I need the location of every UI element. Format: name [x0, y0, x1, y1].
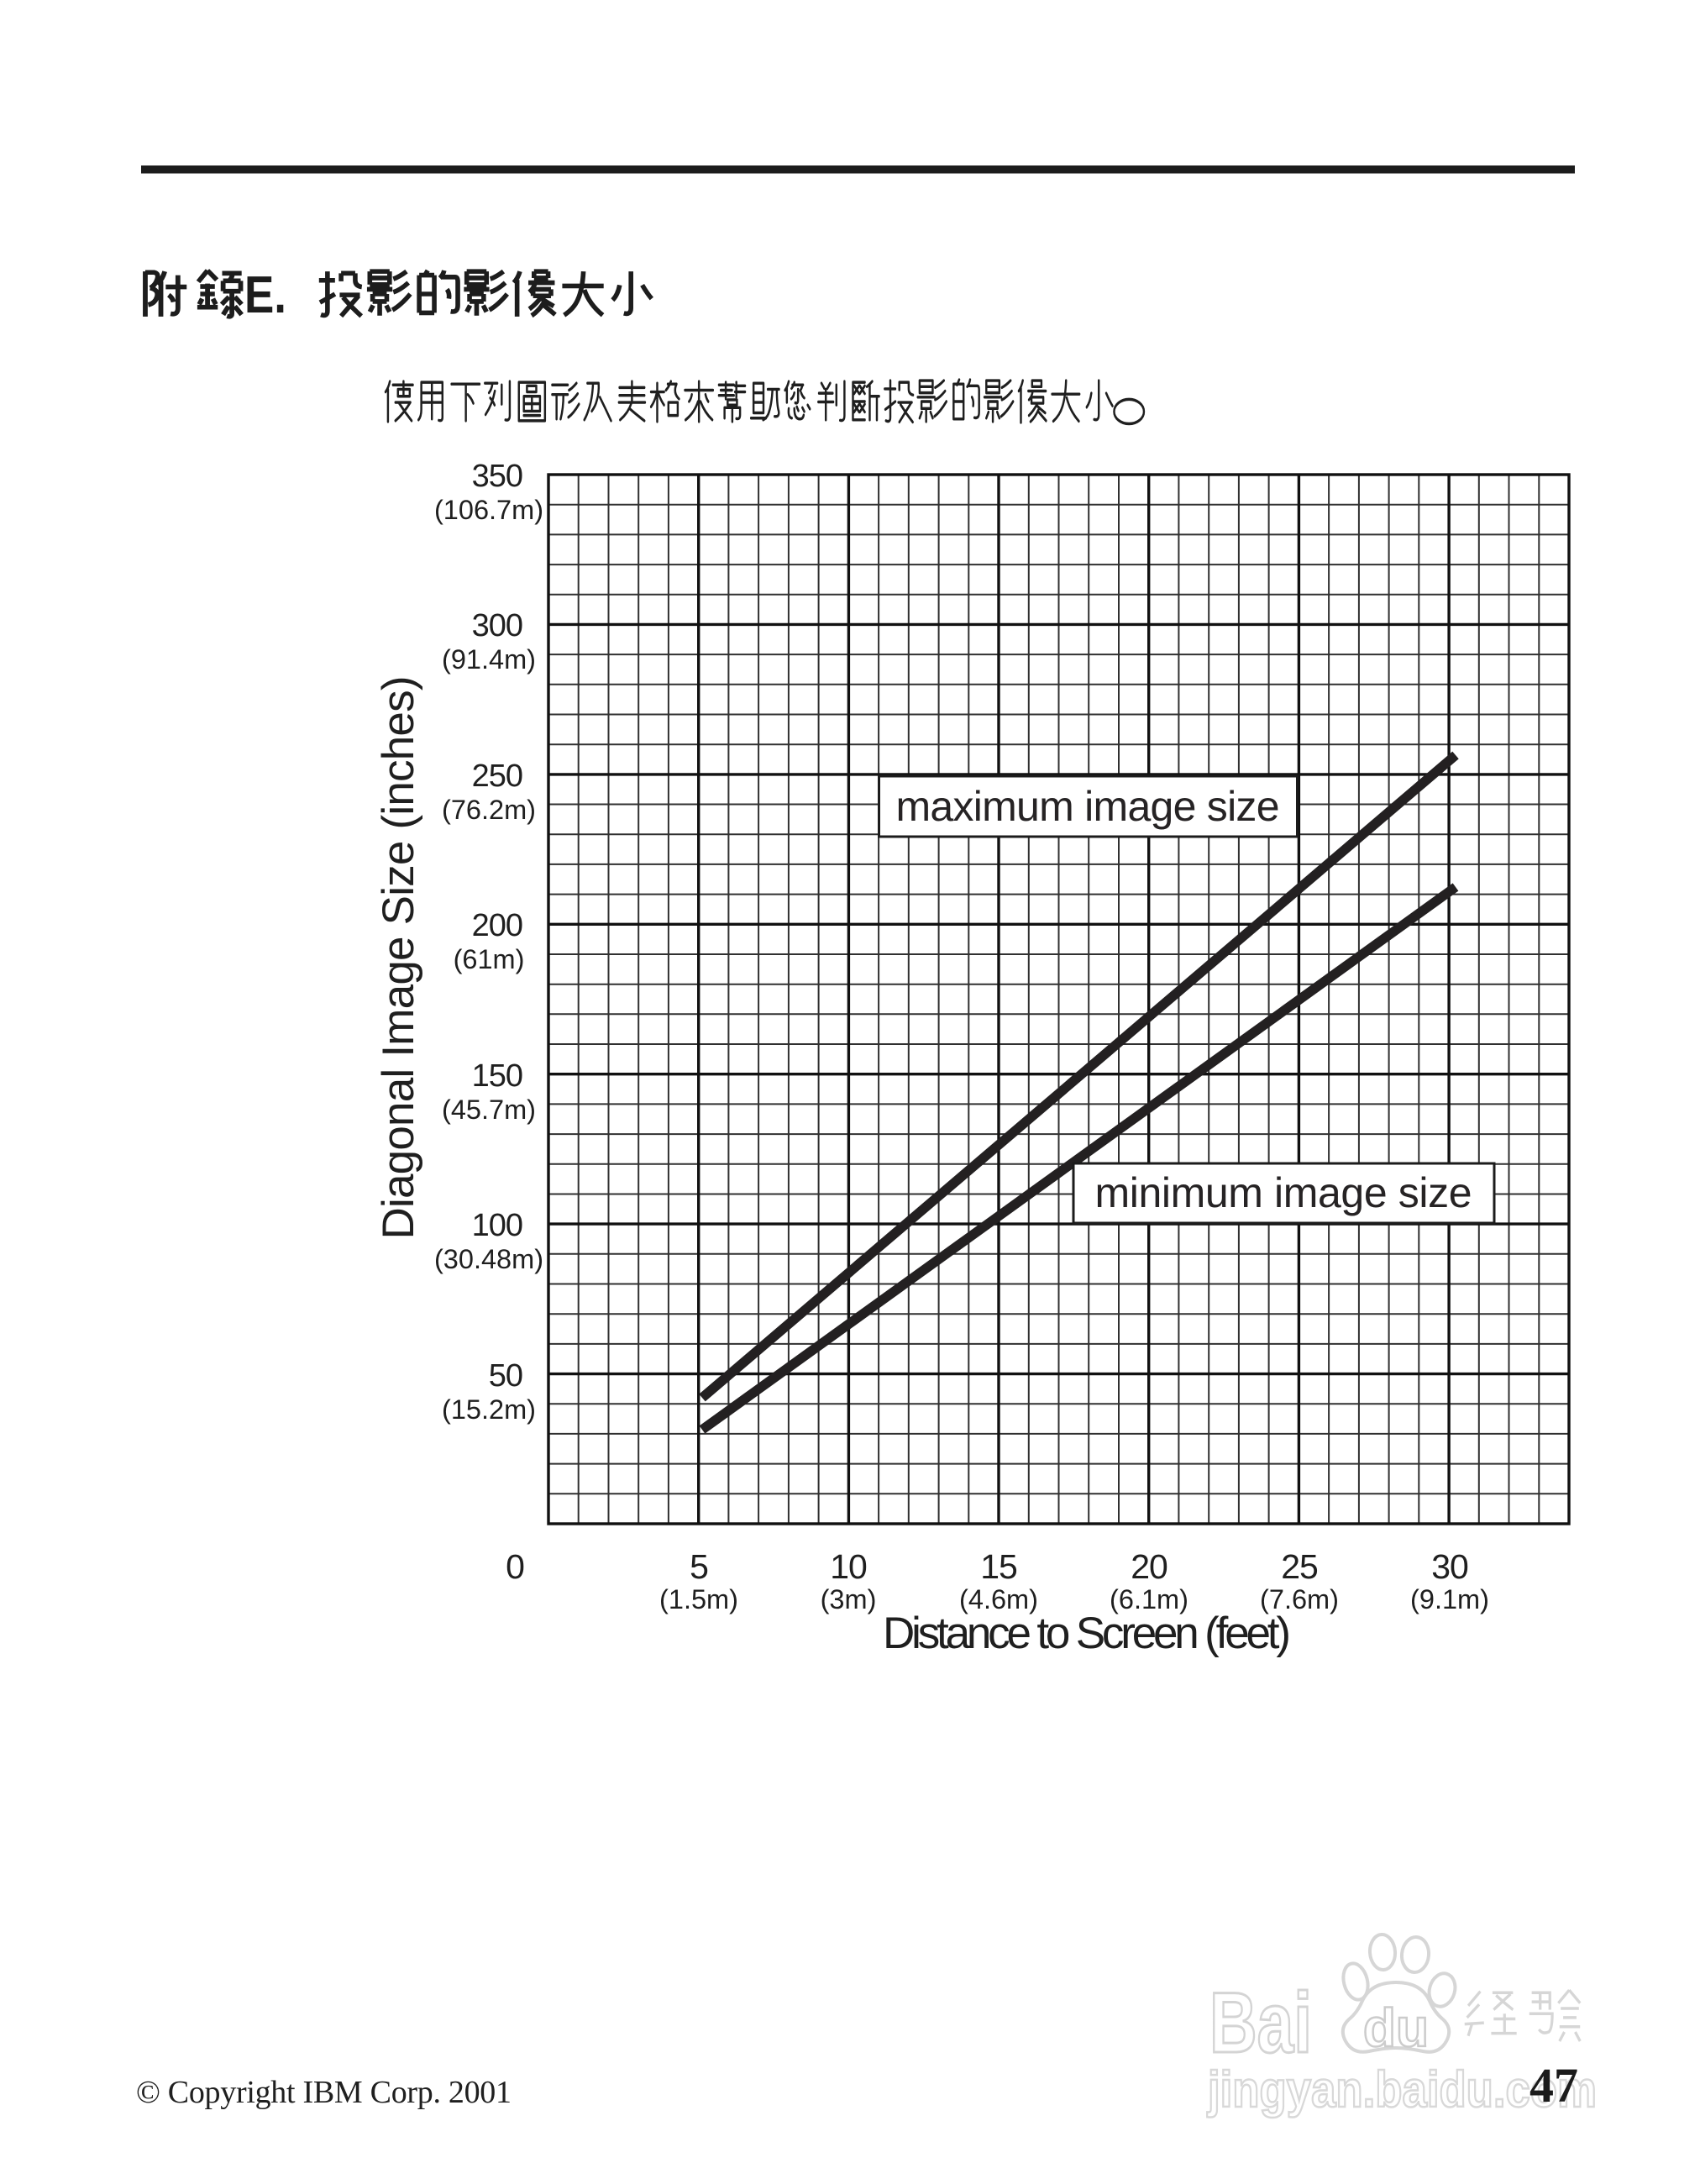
- svg-text:(4.6m): (4.6m): [959, 1584, 1038, 1614]
- svg-text:E.: E.: [244, 266, 286, 324]
- svg-text:(30.48m): (30.48m): [434, 1244, 543, 1274]
- svg-text:Distance to Screen (feet): Distance to Screen (feet): [883, 1609, 1291, 1658]
- svg-text:5: 5: [690, 1547, 708, 1586]
- svg-text:100: 100: [472, 1208, 522, 1243]
- svg-text:(15.2m): (15.2m): [442, 1394, 536, 1425]
- svg-text:maximum image size: maximum image size: [896, 783, 1280, 830]
- svg-text:10: 10: [830, 1547, 867, 1586]
- svg-text:(7.6m): (7.6m): [1260, 1584, 1339, 1614]
- svg-text:(91.4m): (91.4m): [442, 644, 536, 675]
- svg-text:minimum image size: minimum image size: [1095, 1169, 1472, 1216]
- svg-text:Bai: Bai: [1209, 1975, 1312, 2071]
- svg-text:200: 200: [472, 908, 522, 943]
- svg-text:(61m): (61m): [454, 944, 525, 974]
- svg-text:jingyan.baidu.com: jingyan.baidu.com: [1207, 2061, 1597, 2118]
- svg-text:300: 300: [472, 608, 522, 643]
- svg-text:20: 20: [1131, 1547, 1167, 1586]
- svg-text:© Copyright IBM Corp. 2001: © Copyright IBM Corp. 2001: [136, 2075, 512, 2110]
- svg-text:50: 50: [489, 1358, 522, 1394]
- svg-text:Diagonal Image Size (inches): Diagonal Image Size (inches): [374, 676, 423, 1240]
- svg-text:25: 25: [1281, 1547, 1318, 1586]
- svg-text:(45.7m): (45.7m): [442, 1095, 536, 1125]
- svg-text:0: 0: [506, 1547, 524, 1586]
- svg-text:(9.1m): (9.1m): [1410, 1584, 1489, 1614]
- svg-text:150: 150: [472, 1058, 522, 1094]
- svg-text:(6.1m): (6.1m): [1110, 1584, 1188, 1614]
- svg-text:30: 30: [1431, 1547, 1468, 1586]
- svg-text:15: 15: [980, 1547, 1017, 1586]
- svg-text:(1.5m): (1.5m): [659, 1584, 738, 1614]
- svg-text:(106.7m): (106.7m): [434, 495, 543, 525]
- svg-text:(3m): (3m): [821, 1584, 877, 1614]
- svg-text:du: du: [1363, 1998, 1429, 2058]
- svg-text:250: 250: [472, 759, 522, 794]
- svg-text:350: 350: [472, 459, 522, 494]
- svg-text:47: 47: [1529, 2058, 1578, 2113]
- svg-text:(76.2m): (76.2m): [442, 795, 536, 825]
